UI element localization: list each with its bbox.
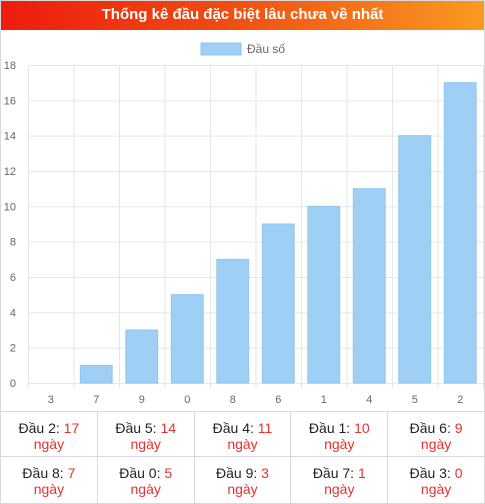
- x-tick-label: 6: [275, 394, 281, 406]
- bar: [79, 364, 113, 384]
- y-tick-label: 0: [10, 378, 16, 390]
- stats-unit: ngày: [33, 481, 65, 497]
- stats-value: 5: [164, 465, 173, 481]
- stats-table: Đầu 2: 17 ngày Đầu 5: 14 ngày Đầu 4: 11 …: [1, 411, 484, 504]
- legend-label: Đầu số: [247, 42, 285, 56]
- stats-value: 17: [63, 420, 80, 436]
- stats-unit: ngày: [227, 481, 258, 497]
- x-tick-label: 9: [139, 394, 145, 406]
- y-tick-label: 8: [10, 237, 16, 249]
- stats-unit: ngày: [227, 436, 258, 452]
- stats-label: Đầu 6:: [409, 420, 451, 436]
- stats-cell: Đầu 8: 7 ngày: [1, 457, 98, 503]
- stats-label: Đầu 8:: [22, 465, 64, 481]
- bar: [125, 329, 159, 384]
- x-tick-label: 2: [457, 394, 463, 406]
- chart-legend: Đầu số: [200, 42, 285, 56]
- bar: [170, 294, 204, 384]
- y-tick-label: 6: [10, 272, 16, 284]
- bar: [443, 82, 477, 384]
- stats-cell: Đầu 6: 9 ngày: [388, 412, 484, 456]
- stats-cell: Đầu 0: 5 ngày: [98, 457, 195, 503]
- stats-value: 7: [67, 465, 76, 481]
- x-axis-ticks: 3 7 9 0 8 6 1 4 5 2: [48, 394, 464, 406]
- y-tick-label: 10: [4, 201, 16, 213]
- legend-swatch: [200, 42, 242, 56]
- y-tick-label: 18: [4, 60, 16, 72]
- stats-cell: Đầu 9: 3 ngày: [195, 457, 292, 503]
- x-tick-label: 7: [93, 394, 99, 406]
- stats-unit: ngày: [324, 436, 355, 452]
- stats-label: Đầu 0:: [119, 465, 161, 481]
- bar: [352, 188, 386, 384]
- y-tick-label: 12: [4, 166, 16, 178]
- stats-label: Đầu 1:: [308, 420, 351, 436]
- y-tick-label: 14: [4, 131, 16, 143]
- y-tick-label: 2: [10, 343, 16, 355]
- stats-cell: Đầu 2: 17 ngày: [1, 412, 98, 456]
- stats-value: 10: [354, 420, 370, 436]
- x-tick-label: 0: [184, 394, 190, 406]
- bar: [216, 258, 250, 384]
- stats-label: Đầu 3:: [409, 465, 451, 481]
- stats-value: 3: [261, 465, 269, 481]
- stats-value: 9: [454, 420, 463, 436]
- chart-header: Thống kê đầu đặc biệt lâu chưa về nhất: [1, 1, 484, 30]
- bar: [307, 205, 341, 384]
- x-tick-label: 5: [412, 394, 418, 406]
- stats-value: 1: [357, 465, 366, 481]
- stats-unit: ngày: [420, 481, 452, 497]
- y-tick-label: 16: [4, 95, 16, 107]
- stats-label: Đầu 2:: [18, 420, 60, 436]
- x-tick-label: 3: [48, 394, 54, 406]
- stats-row: Đầu 2: 17 ngày Đầu 5: 14 ngày Đầu 4: 11 …: [1, 411, 484, 457]
- stats-label: Đầu 9:: [216, 465, 258, 481]
- stats-label: Đầu 7:: [312, 465, 355, 481]
- chart-grid: [28, 65, 484, 388]
- stats-label: Đầu 5:: [115, 420, 157, 436]
- stats-unit: ngày: [130, 481, 161, 497]
- stats-cell: Đầu 7: 1 ngày: [291, 457, 389, 503]
- bar: [398, 135, 432, 384]
- stats-row: Đầu 8: 7 ngày Đầu 0: 5 ngày Đầu 9: 3 ngà…: [1, 457, 484, 503]
- stats-unit: ngày: [33, 436, 65, 452]
- x-tick-label: 4: [366, 394, 372, 406]
- x-tick-label: 1: [321, 394, 327, 406]
- stats-cell: Đầu 3: 0 ngày: [388, 457, 484, 503]
- stats-label: Đầu 4:: [212, 420, 254, 436]
- stats-unit: ngày: [130, 436, 161, 452]
- stats-value: 11: [257, 420, 273, 436]
- stats-cell: Đầu 5: 14 ngày: [98, 412, 195, 456]
- x-tick-label: 8: [230, 394, 236, 406]
- stats-unit: ngày: [324, 481, 355, 497]
- y-axis-ticks: 0 2 4 6 8 10 12 14 16 18: [4, 60, 16, 390]
- bar: [261, 223, 295, 384]
- stats-value: 0: [454, 465, 463, 481]
- stats-cell: Đầu 4: 11 ngày: [195, 412, 292, 456]
- stats-cell: Đầu 1: 10 ngày: [291, 412, 389, 456]
- y-tick-label: 4: [10, 307, 16, 319]
- stats-unit: ngày: [420, 436, 452, 452]
- chart-bars: [79, 82, 477, 384]
- stats-value: 14: [160, 420, 177, 436]
